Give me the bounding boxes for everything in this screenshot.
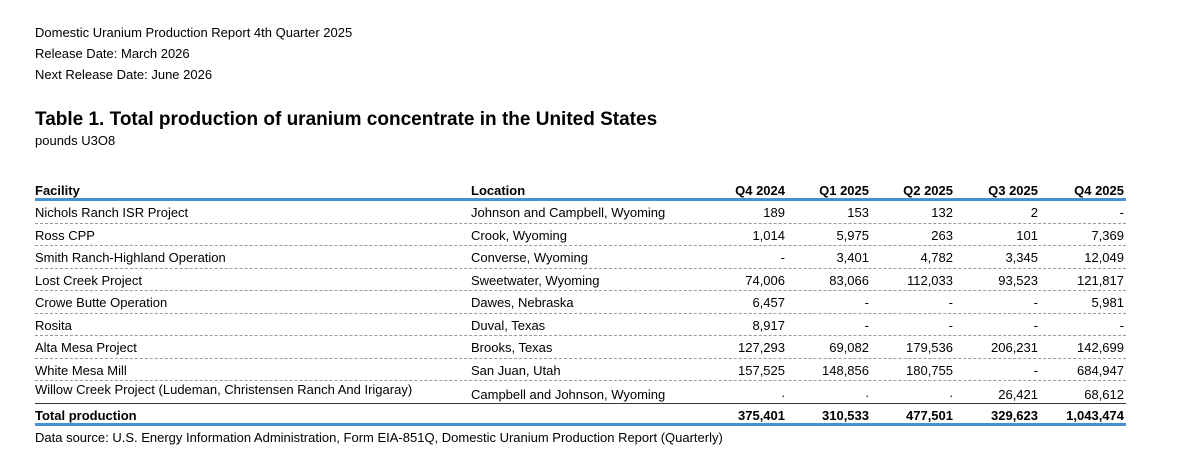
facility-cell: White Mesa Mill [35, 362, 127, 378]
facility-cell: Ross CPP [35, 227, 95, 243]
value-cell: - [1119, 317, 1124, 333]
production-table: Facility Location Q4 2024 Q1 2025 Q2 202… [35, 179, 1126, 426]
value-cell: 153 [847, 205, 869, 220]
table-row: Rosita Duval, Texas 8,917 - - - - [35, 314, 1126, 336]
value-cell: 7,369 [1091, 227, 1124, 243]
location-cell: San Juan, Utah [471, 362, 561, 378]
table-title: Table 1. Total production of uranium con… [35, 109, 658, 130]
value-cell: 101 [1016, 227, 1038, 243]
value-cell: - [864, 295, 869, 310]
value-cell: 3,345 [1005, 250, 1038, 265]
value-cell: - [780, 250, 785, 265]
value-cell: 206,231 [991, 340, 1038, 355]
column-header-q4-2024: Q4 2024 [735, 183, 785, 198]
facility-cell: Crowe Butte Operation [35, 295, 168, 310]
column-header-facility: Facility [35, 183, 80, 198]
value-cell: 26,421 [998, 387, 1038, 402]
value-cell: 12,049 [1084, 250, 1124, 265]
facility-cell: Smith Ranch-Highland Operation [35, 250, 226, 265]
facility-cell: Lost Creek Project [35, 272, 142, 288]
value-cell: 263 [931, 227, 953, 243]
total-label: Total production [35, 407, 137, 423]
value-cell: . [865, 385, 869, 400]
table-row: Lost Creek Project Sweetwater, Wyoming 7… [35, 269, 1126, 291]
next-release-date: Next Release Date: June 2026 [35, 67, 213, 82]
table-row: Nichols Ranch ISR Project Johnson and Ca… [35, 201, 1126, 224]
value-cell: 93,523 [998, 272, 1038, 288]
total-value-cell: 329,623 [991, 407, 1038, 423]
value-cell: - [948, 295, 953, 310]
table-row: White Mesa Mill San Juan, Utah 157,525 1… [35, 359, 1126, 381]
value-cell: 5,975 [836, 227, 869, 243]
column-header-location: Location [471, 183, 526, 198]
location-cell: Sweetwater, Wyoming [471, 272, 600, 288]
column-header-q4-2025: Q4 2025 [1074, 183, 1124, 198]
total-value-cell: 375,401 [738, 407, 785, 423]
value-cell: 4,782 [920, 250, 953, 265]
value-cell: 127,293 [738, 340, 785, 355]
value-cell: - [1033, 295, 1038, 310]
location-cell: Dawes, Nebraska [471, 295, 574, 310]
column-header-q2-2025: Q2 2025 [903, 183, 953, 198]
value-cell: - [864, 317, 869, 333]
value-cell: 2 [1030, 205, 1038, 220]
location-cell: Converse, Wyoming [471, 250, 588, 265]
table-header-row: Facility Location Q4 2024 Q1 2025 Q2 202… [35, 179, 1126, 201]
facility-cell: Alta Mesa Project [35, 340, 137, 355]
table-row: Willow Creek Project (Ludeman, Christens… [35, 381, 1126, 404]
value-cell: - [948, 317, 953, 333]
location-cell: Brooks, Texas [471, 340, 553, 355]
value-cell: - [1033, 362, 1038, 378]
value-cell: 68,612 [1084, 387, 1124, 402]
total-value-cell: 1,043,474 [1066, 407, 1124, 423]
value-cell: 132 [931, 205, 953, 220]
location-cell: Duval, Texas [471, 317, 546, 333]
table-row: Smith Ranch-Highland Operation Converse,… [35, 246, 1126, 269]
value-cell: 180,755 [906, 362, 953, 378]
value-cell: 6,457 [752, 295, 785, 310]
value-cell: 179,536 [906, 340, 953, 355]
report-title: Domestic Uranium Production Report 4th Q… [35, 25, 353, 40]
value-cell: 69,082 [829, 340, 869, 355]
location-cell: Campbell and Johnson, Wyoming [471, 387, 666, 402]
total-value-cell: 477,501 [906, 407, 953, 423]
table-units: pounds U3O8 [35, 133, 116, 148]
value-cell: 3,401 [836, 250, 869, 265]
data-source-note: Data source: U.S. Energy Information Adm… [35, 430, 723, 445]
column-header-q3-2025: Q3 2025 [988, 183, 1038, 198]
location-cell: Crook, Wyoming [471, 227, 567, 243]
value-cell: 83,066 [829, 272, 869, 288]
value-cell: . [949, 385, 953, 400]
value-cell: . [781, 385, 785, 400]
column-header-q1-2025: Q1 2025 [819, 183, 869, 198]
value-cell: 5,981 [1091, 295, 1124, 310]
table-row: Crowe Butte Operation Dawes, Nebraska 6,… [35, 291, 1126, 314]
table-row: Alta Mesa Project Brooks, Texas 127,293 … [35, 336, 1126, 359]
release-date: Release Date: March 2026 [35, 46, 190, 61]
total-row: Total production 375,401 310,533 477,501… [35, 404, 1126, 426]
value-cell: - [1119, 205, 1124, 220]
total-value-cell: 310,533 [822, 407, 869, 423]
value-cell: 74,006 [745, 272, 785, 288]
value-cell: - [1033, 317, 1038, 333]
value-cell: 148,856 [822, 362, 869, 378]
facility-cell: Willow Creek Project (Ludeman, Christens… [35, 382, 413, 397]
facility-cell: Rosita [35, 317, 72, 333]
value-cell: 1,014 [752, 227, 785, 243]
value-cell: 142,699 [1077, 340, 1124, 355]
value-cell: 684,947 [1077, 362, 1124, 378]
value-cell: 121,817 [1077, 272, 1124, 288]
location-cell: Johnson and Campbell, Wyoming [471, 205, 666, 220]
value-cell: 112,033 [906, 272, 953, 288]
value-cell: 8,917 [752, 317, 785, 333]
table-row: Ross CPP Crook, Wyoming 1,014 5,975 263 … [35, 224, 1126, 246]
value-cell: 157,525 [738, 362, 785, 378]
value-cell: 189 [763, 205, 785, 220]
facility-cell: Nichols Ranch ISR Project [35, 205, 189, 220]
